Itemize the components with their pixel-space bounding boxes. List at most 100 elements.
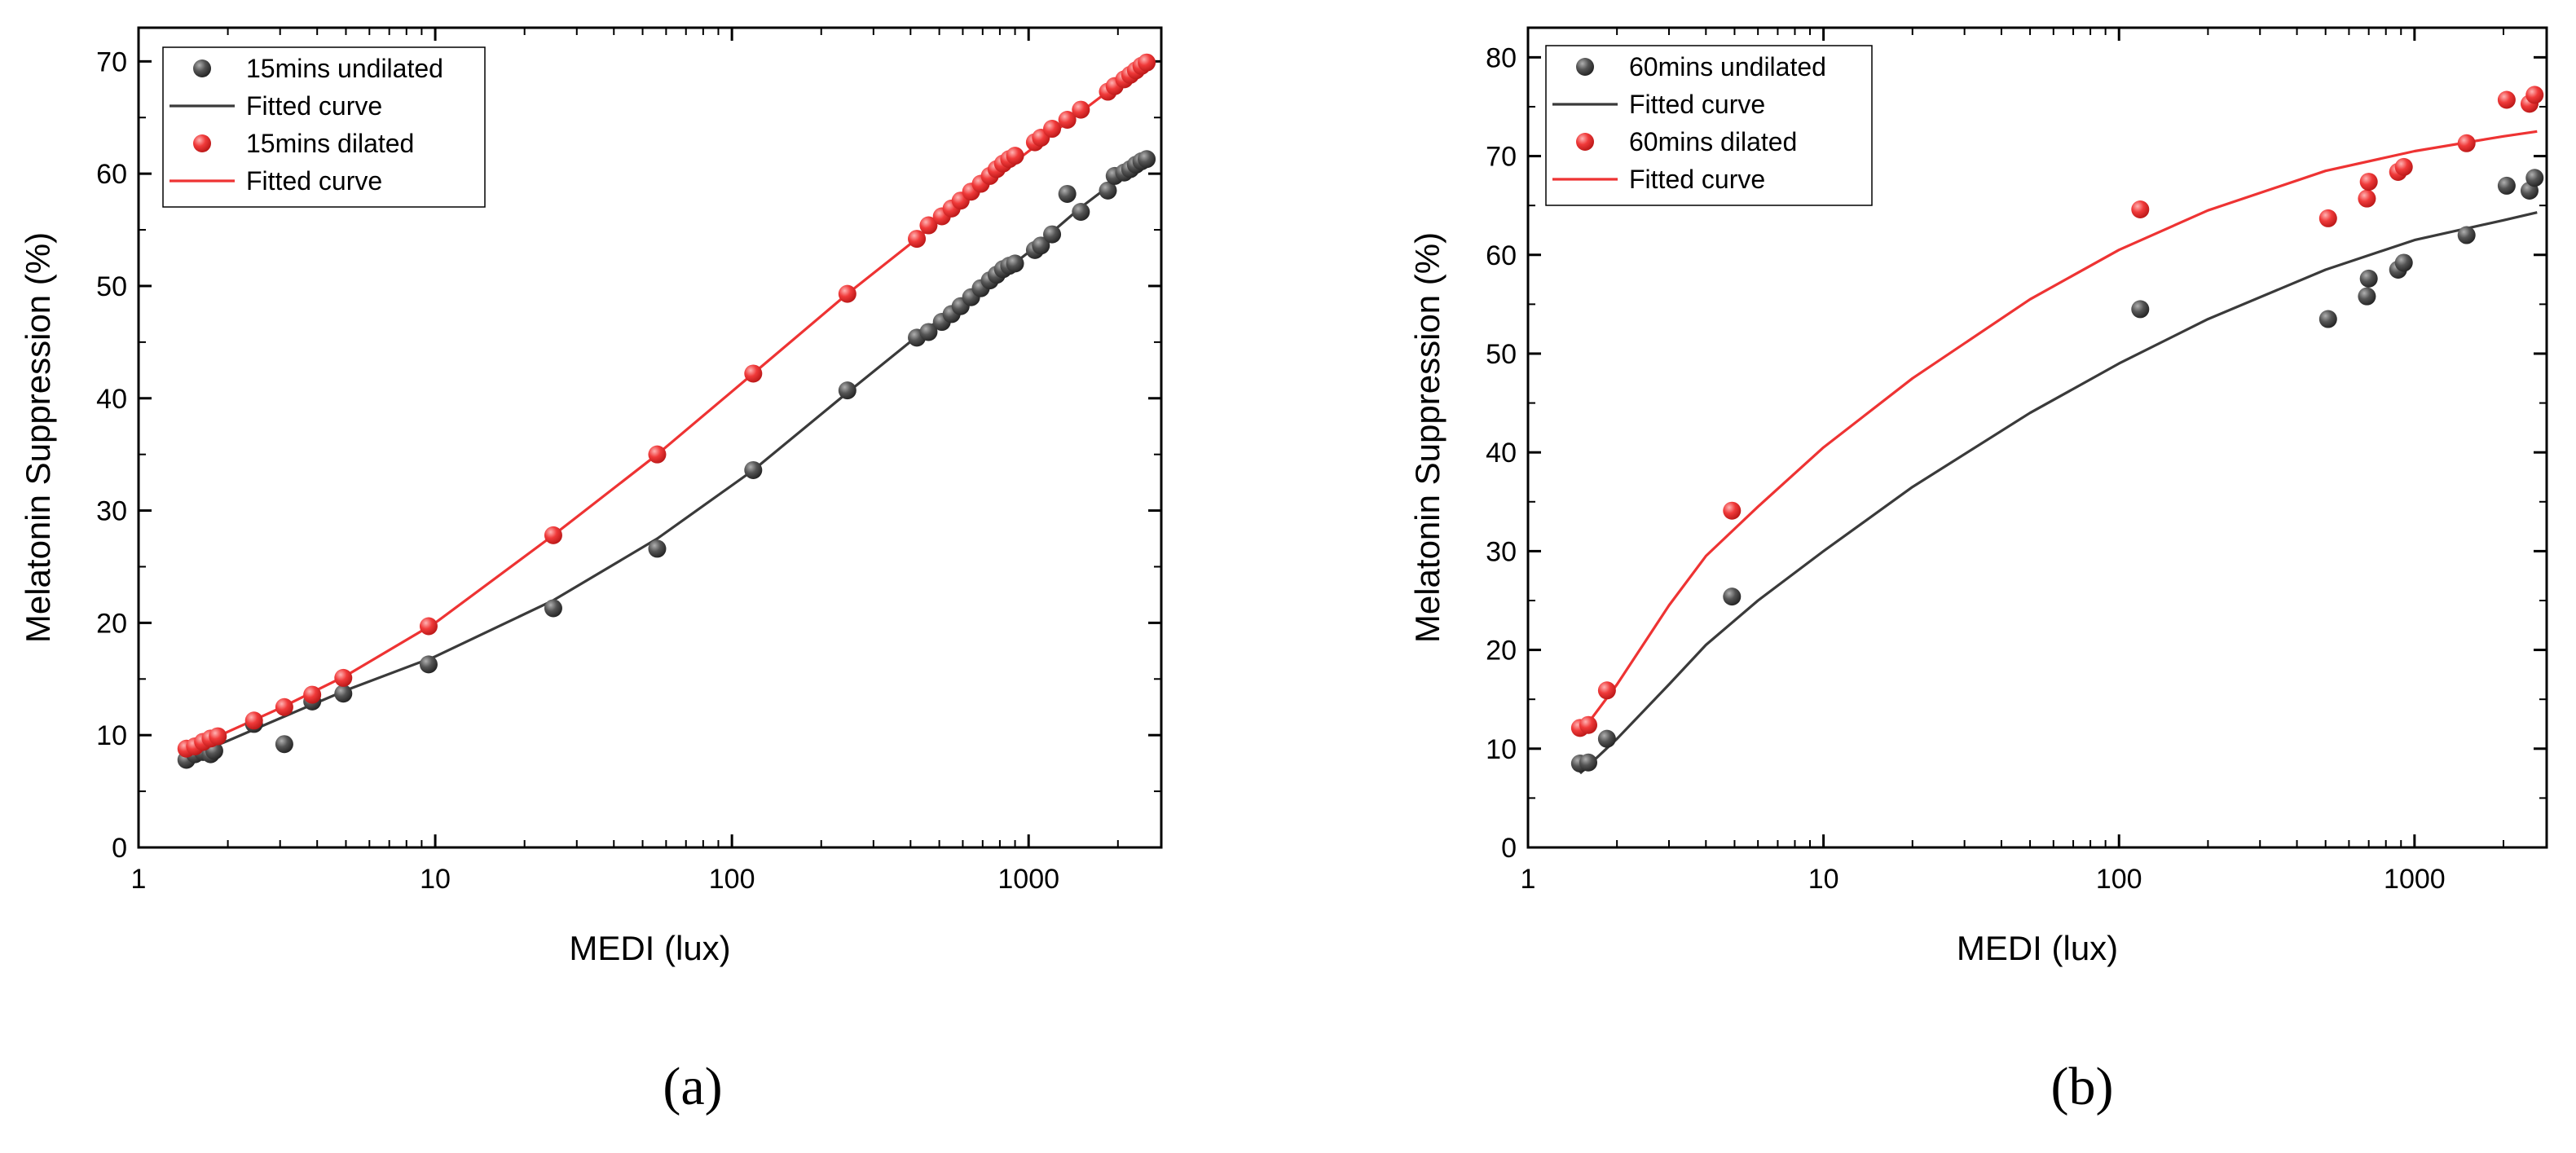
legend-entry: 60mins dilated xyxy=(1576,127,1797,156)
data-point xyxy=(744,364,763,383)
panel-a-label: (a) xyxy=(663,1057,722,1116)
data-point xyxy=(908,230,927,249)
data-point xyxy=(334,668,353,687)
y-tick-label: 0 xyxy=(112,833,127,864)
y-tick-label: 50 xyxy=(1486,339,1517,370)
data-point xyxy=(2457,226,2476,244)
data-point xyxy=(919,216,938,235)
y-tick-label: 70 xyxy=(1486,142,1517,173)
data-point xyxy=(2358,189,2376,208)
data-point xyxy=(744,460,763,479)
panel-a-legend: 15mins undilated Fitted curve 15mins dil… xyxy=(162,46,486,208)
x-tick-label: 100 xyxy=(2096,864,2142,895)
panel-b-plot-frame xyxy=(1526,26,2548,849)
legend-marker-dot xyxy=(193,134,211,152)
data-point xyxy=(419,617,438,636)
data-point xyxy=(2394,157,2413,176)
legend-marker-dot xyxy=(193,59,211,77)
legend-entry: Fitted curve xyxy=(1552,90,1765,119)
fitted-curve-line xyxy=(186,156,1153,759)
data-point xyxy=(1006,147,1024,165)
y-tick-label: 10 xyxy=(1486,734,1517,765)
data-point xyxy=(275,698,293,716)
data-point xyxy=(275,735,293,754)
data-point xyxy=(2525,86,2544,104)
data-point xyxy=(1006,254,1024,273)
legend-label: Fitted curve xyxy=(1629,90,1765,119)
y-tick-label: 40 xyxy=(96,384,127,415)
legend-label: Fitted curve xyxy=(246,91,382,121)
data-point xyxy=(2394,253,2413,272)
y-tick-label: 60 xyxy=(96,159,127,190)
data-point xyxy=(334,684,353,703)
panel-b-data-points xyxy=(1570,86,2544,772)
y-tick-label: 30 xyxy=(1486,536,1517,567)
data-point xyxy=(1597,681,1616,700)
x-tick-label: 10 xyxy=(1808,864,1839,895)
legend-label: Fitted curve xyxy=(1629,165,1765,194)
data-point xyxy=(838,381,856,400)
legend-entry: Fitted curve xyxy=(1552,165,1765,194)
x-tick-label: 1 xyxy=(131,864,147,895)
data-point xyxy=(2497,90,2516,109)
legend-label: 15mins dilated xyxy=(246,129,414,158)
x-tick-label: 1000 xyxy=(997,864,1059,895)
legend-entry: Fitted curve xyxy=(170,166,382,196)
panel-b-x-axis-title: MEDI (lux) xyxy=(1957,929,2118,967)
x-tick-label: 10 xyxy=(420,864,451,895)
y-tick-label: 30 xyxy=(96,496,127,527)
y-tick-label: 20 xyxy=(1486,636,1517,667)
legend-label: 60mins undilated xyxy=(1629,52,1826,81)
data-point xyxy=(838,284,856,303)
panel-a-x-axis-title: MEDI (lux) xyxy=(569,929,730,967)
y-tick-label: 70 xyxy=(96,46,127,77)
panel-a-y-tick-labels: 0 10 20 30 40 50 60 70 xyxy=(96,46,127,864)
data-point xyxy=(1723,501,1742,520)
data-point xyxy=(2318,310,2337,328)
data-point xyxy=(2318,209,2337,227)
legend-marker xyxy=(193,134,211,152)
data-point xyxy=(919,323,938,341)
data-point xyxy=(1032,236,1050,255)
y-tick-label: 80 xyxy=(1486,42,1517,73)
legend-marker-dot xyxy=(1576,58,1594,76)
legend-marker-dot xyxy=(1576,133,1594,151)
legend-marker xyxy=(193,59,211,77)
data-point xyxy=(1072,203,1090,222)
panel-b-label: (b) xyxy=(2051,1057,2114,1116)
data-point xyxy=(1099,181,1117,200)
data-point xyxy=(1138,53,1156,72)
data-point xyxy=(544,526,562,544)
legend-entry: 60mins undilated xyxy=(1576,52,1826,81)
panel-b-y-axis-title: Melatonin Suppression (%) xyxy=(1408,232,1447,643)
legend-entry: 15mins dilated xyxy=(193,129,414,158)
x-tick-label: 1000 xyxy=(2384,864,2446,895)
x-tick-label: 100 xyxy=(709,864,755,895)
panel-a-data-points xyxy=(177,53,1156,769)
data-point xyxy=(2131,200,2150,219)
data-point xyxy=(209,727,227,746)
fitted-curve-line xyxy=(1579,211,2538,775)
data-point xyxy=(2525,169,2544,187)
data-point xyxy=(419,655,438,674)
data-point xyxy=(2359,173,2378,191)
legend-entry: 15mins undilated xyxy=(193,54,443,83)
y-tick-label: 60 xyxy=(1486,240,1517,271)
data-point xyxy=(1058,184,1077,203)
data-point xyxy=(303,685,322,704)
data-point xyxy=(2358,287,2376,306)
data-point xyxy=(1723,588,1742,606)
legend-label: Fitted curve xyxy=(246,166,382,196)
legend-entry: Fitted curve xyxy=(170,91,382,121)
data-point xyxy=(1138,150,1156,169)
data-point xyxy=(1058,111,1077,130)
data-point xyxy=(1043,120,1062,139)
panel-b-x-tick-labels: 1 10 100 1000 xyxy=(1521,864,2446,895)
legend-label: 15mins undilated xyxy=(246,54,443,83)
legend-label: 60mins dilated xyxy=(1629,127,1797,156)
x-tick-label: 1 xyxy=(1521,864,1536,895)
y-tick-label: 0 xyxy=(1501,833,1517,864)
y-tick-label: 20 xyxy=(96,608,127,639)
